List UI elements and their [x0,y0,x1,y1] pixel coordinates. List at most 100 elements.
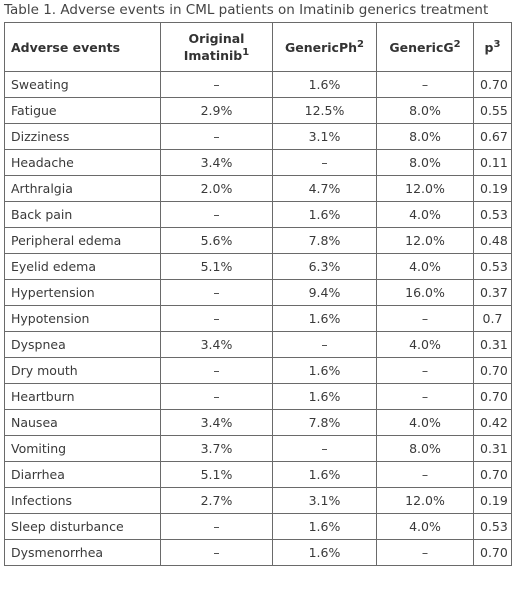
cell-genericg: 4.0% [376,513,474,540]
cell-p-value: 0.53 [473,201,512,228]
table-row: Headache 3.4% –8.0% 0.11 [4,149,512,176]
cell-p-value: 0.70 [473,71,512,98]
cell-original-imatinib: 5.1% [160,461,273,488]
table-row: Hypertension –9.4% 16.0% 0.37 [4,279,512,306]
cell-genericph: 4.7% [272,175,377,202]
cell-genericph: – [272,435,377,462]
table-row: Sweating –1.6% –0.70 [4,71,512,98]
cell-adverse-event: Hypertension [4,279,161,306]
cell-adverse-event: Eyelid edema [4,253,161,280]
table-row: Arthralgia 2.0% 4.7% 12.0% 0.19 [4,175,512,202]
cell-genericph: 9.4% [272,279,377,306]
cell-adverse-event: Dry mouth [4,357,161,384]
cell-genericph: 1.6% [272,383,377,410]
cell-genericph: 1.6% [272,305,377,332]
cell-adverse-event: Sleep disturbance [4,513,161,540]
header-genericph: GenericPh2 [272,22,377,72]
cell-original-imatinib: – [160,71,273,98]
cell-adverse-event: Fatigue [4,97,161,124]
cell-adverse-event: Dysmenorrhea [4,539,161,566]
cell-adverse-event: Infections [4,487,161,514]
cell-genericg: – [376,357,474,384]
header-p-value: p3 [473,22,512,72]
cell-p-value: 0.31 [473,435,512,462]
cell-p-value: 0.53 [473,513,512,540]
table-row: Nausea 3.4% 7.8% 4.0% 0.42 [4,409,512,436]
cell-genericg: – [376,539,474,566]
table-row: Fatigue 2.9% 12.5% 8.0% 0.55 [4,97,512,124]
cell-genericg: 8.0% [376,123,474,150]
cell-original-imatinib: – [160,513,273,540]
cell-original-imatinib: – [160,305,273,332]
table-row: Back pain –1.6% 4.0% 0.53 [4,201,512,228]
cell-p-value: 0.48 [473,227,512,254]
cell-genericph: 7.8% [272,409,377,436]
cell-adverse-event: Sweating [4,71,161,98]
cell-adverse-event: Vomiting [4,435,161,462]
cell-original-imatinib: – [160,357,273,384]
cell-adverse-event: Arthralgia [4,175,161,202]
table-row: Hypotension –1.6% –0.7 [4,305,512,332]
cell-original-imatinib: – [160,539,273,566]
cell-p-value: 0.19 [473,175,512,202]
cell-genericph: 1.6% [272,461,377,488]
cell-original-imatinib: – [160,201,273,228]
cell-genericg: 4.0% [376,331,474,358]
cell-adverse-event: Nausea [4,409,161,436]
table-row: Dyspnea 3.4% –4.0% 0.31 [4,331,512,358]
cell-original-imatinib: 3.7% [160,435,273,462]
table-caption: Table 1. Adverse events in CML patients … [4,2,489,18]
cell-original-imatinib: 2.9% [160,97,273,124]
cell-p-value: 0.55 [473,97,512,124]
cell-genericph: 1.6% [272,357,377,384]
cell-genericph: – [272,331,377,358]
cell-genericg: 8.0% [376,435,474,462]
cell-adverse-event: Hypotension [4,305,161,332]
cell-p-value: 0.70 [473,539,512,566]
cell-genericph: 1.6% [272,513,377,540]
table-row: Dysmenorrhea –1.6% –0.70 [4,539,512,566]
cell-genericph: 12.5% [272,97,377,124]
cell-adverse-event: Dyspnea [4,331,161,358]
cell-genericg: 8.0% [376,149,474,176]
table-row: Peripheral edema 5.6% 7.8% 12.0% 0.48 [4,227,512,254]
cell-p-value: 0.11 [473,149,512,176]
cell-p-value: 0.7 [473,305,512,332]
cell-p-value: 0.31 [473,331,512,358]
cell-original-imatinib: – [160,383,273,410]
cell-adverse-event: Headache [4,149,161,176]
cell-adverse-event: Diarrhea [4,461,161,488]
cell-genericph: 7.8% [272,227,377,254]
table-row: Eyelid edema 5.1% 6.3% 4.0% 0.53 [4,253,512,280]
cell-genericg: 16.0% [376,279,474,306]
cell-adverse-event: Back pain [4,201,161,228]
cell-p-value: 0.70 [473,357,512,384]
adverse-events-table: Adverse events Original Imatinib1 Generi… [4,22,512,566]
table-row: Diarrhea 5.1% 1.6% –0.70 [4,461,512,488]
cell-genericg: 12.0% [376,175,474,202]
cell-original-imatinib: 5.1% [160,253,273,280]
table-row: Infections 2.7% 3.1% 12.0% 0.19 [4,487,512,514]
cell-genericg: 12.0% [376,227,474,254]
cell-genericph: 3.1% [272,487,377,514]
table-row: Dry mouth –1.6% –0.70 [4,357,512,384]
cell-p-value: 0.53 [473,253,512,280]
table-row: Vomiting 3.7% –8.0% 0.31 [4,435,512,462]
cell-adverse-event: Heartburn [4,383,161,410]
header-genericg: GenericG2 [376,22,474,72]
cell-genericg: – [376,71,474,98]
cell-genericph: 3.1% [272,123,377,150]
cell-genericg: – [376,305,474,332]
table-row: Sleep disturbance –1.6% 4.0% 0.53 [4,513,512,540]
table-header-row: Adverse events Original Imatinib1 Generi… [4,22,512,72]
cell-p-value: 0.67 [473,123,512,150]
cell-genericph: 6.3% [272,253,377,280]
cell-genericph: 1.6% [272,71,377,98]
cell-genericg: 12.0% [376,487,474,514]
cell-original-imatinib: 3.4% [160,331,273,358]
cell-genericph: 1.6% [272,539,377,566]
cell-p-value: 0.70 [473,383,512,410]
cell-adverse-event: Peripheral edema [4,227,161,254]
cell-genericg: 8.0% [376,97,474,124]
cell-p-value: 0.19 [473,487,512,514]
